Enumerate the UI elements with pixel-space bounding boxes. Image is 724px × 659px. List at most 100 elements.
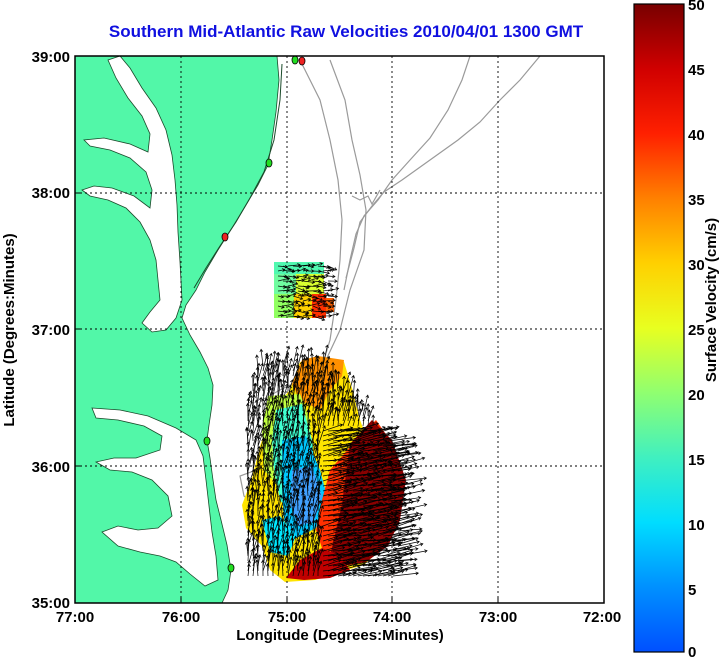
velocity-arrow: [245, 485, 250, 502]
velocity-arrow: [259, 533, 264, 552]
velocity-arrow: [250, 501, 254, 517]
velocity-arrow: [377, 511, 395, 517]
velocity-arrow: [294, 464, 299, 487]
colorbar-tick-label: 5: [688, 582, 696, 599]
velocity-arrow: [265, 563, 270, 577]
velocity-arrow: [397, 511, 420, 517]
velocity-arrow: [317, 290, 330, 296]
velocity-arrow: [322, 412, 328, 427]
velocity-arrow: [256, 462, 261, 482]
velocity-arrow: [327, 274, 336, 279]
lat-lon-grid: [75, 56, 604, 603]
velocity-arrow: [367, 409, 372, 427]
velocity-arrow: [294, 521, 299, 542]
velocity-arrow: [285, 412, 290, 427]
velocity-arrow: [292, 345, 299, 367]
velocity-arrow: [282, 379, 287, 392]
velocity-arrow: [372, 425, 400, 432]
velocity-arrow: [347, 374, 355, 397]
velocity-arrow: [397, 549, 428, 557]
velocity-arrow: [307, 431, 312, 447]
velocity-arrow: [392, 566, 418, 572]
velocity-arrow: [270, 381, 275, 402]
velocity-arrow: [256, 386, 261, 402]
velocity-arrow: [254, 390, 259, 407]
velocity-arrow: [249, 446, 254, 462]
velocity-arrow: [327, 390, 333, 412]
velocity-arrow: [310, 412, 315, 427]
velocity-arrow: [327, 309, 334, 313]
barrier-islands: [193, 63, 283, 289]
velocity-arrow: [266, 520, 271, 537]
velocity-arrow: [271, 562, 275, 577]
velocity-arrow: [352, 440, 381, 452]
velocity-arrow: [261, 436, 266, 457]
velocity-arrow: [281, 466, 285, 487]
velocity-arrow: [246, 458, 250, 477]
velocity-arrow: [287, 556, 293, 577]
velocity-arrow: [302, 560, 307, 577]
velocity-arrow: [261, 529, 266, 547]
velocity-arrow: [305, 378, 310, 392]
velocity-arrow: [282, 540, 288, 562]
velocity-arrow: [332, 566, 361, 577]
x-tick-label: 76:00: [162, 609, 200, 626]
velocity-arrow: [357, 426, 373, 432]
velocity-arrow: [281, 484, 286, 507]
velocity-arrow: [327, 284, 334, 288]
velocity-arrow: [287, 309, 298, 314]
velocity-arrow: [382, 516, 398, 522]
velocity-arrow: [306, 409, 310, 427]
velocity-arrow: [342, 481, 369, 492]
velocity-arrow: [332, 472, 355, 482]
velocity-arrow: [392, 531, 421, 537]
velocity-arrow: [360, 399, 364, 412]
velocity-arrow: [276, 373, 280, 397]
velocity-arrow: [327, 304, 336, 308]
velocity-arrow: [362, 415, 366, 427]
velocity-arrow: [340, 396, 345, 412]
velocity-arrow: [277, 429, 283, 452]
velocity-arrow: [297, 315, 311, 320]
velocity-arrow: [257, 482, 262, 497]
velocity-arrow: [321, 351, 326, 372]
velocity-arrow: [366, 403, 370, 417]
velocity-arrow: [291, 502, 296, 522]
velocity-arrow: [250, 516, 255, 532]
velocity-arrow: [305, 478, 309, 497]
velocity-arrow: [272, 554, 278, 572]
velocity-arrow: [397, 495, 422, 502]
velocity-arrow: [317, 514, 322, 527]
velocity-arrow: [247, 538, 251, 562]
axis-ticks: [75, 192, 499, 603]
velocity-arrow: [302, 297, 312, 302]
velocity-arrow: [392, 514, 410, 522]
velocity-arrow: [277, 494, 283, 512]
velocity-arrow: [290, 407, 295, 422]
velocity-arrow: [277, 299, 286, 304]
velocity-arrow: [292, 454, 296, 467]
velocity-arrow: [307, 276, 320, 282]
velocity-arrow: [282, 523, 287, 542]
y-tick-label: 35:00: [32, 595, 70, 612]
velocity-arrow: [300, 514, 304, 532]
velocity-arrow: [280, 404, 285, 422]
velocity-arrow: [305, 380, 309, 397]
velocity-arrow: [270, 411, 275, 427]
velocity-arrow: [322, 282, 332, 287]
velocity-arrow: [297, 565, 303, 577]
velocity-arrow: [282, 311, 296, 317]
velocity-arrow: [317, 400, 323, 417]
velocity-arrow: [314, 391, 319, 407]
velocity-arrow: [251, 520, 256, 542]
velocity-arrow: [262, 553, 267, 567]
velocity-arrow: [327, 287, 340, 292]
x-tick-label: 75:00: [268, 609, 306, 626]
velocity-arrow: [397, 542, 424, 552]
velocity-arrow: [397, 482, 424, 492]
velocity-arrow: [262, 518, 267, 532]
velocity-arrow: [292, 414, 297, 432]
velocity-arrow: [327, 300, 334, 305]
velocity-arrow: [287, 452, 293, 467]
velocity-arrow: [287, 490, 291, 502]
